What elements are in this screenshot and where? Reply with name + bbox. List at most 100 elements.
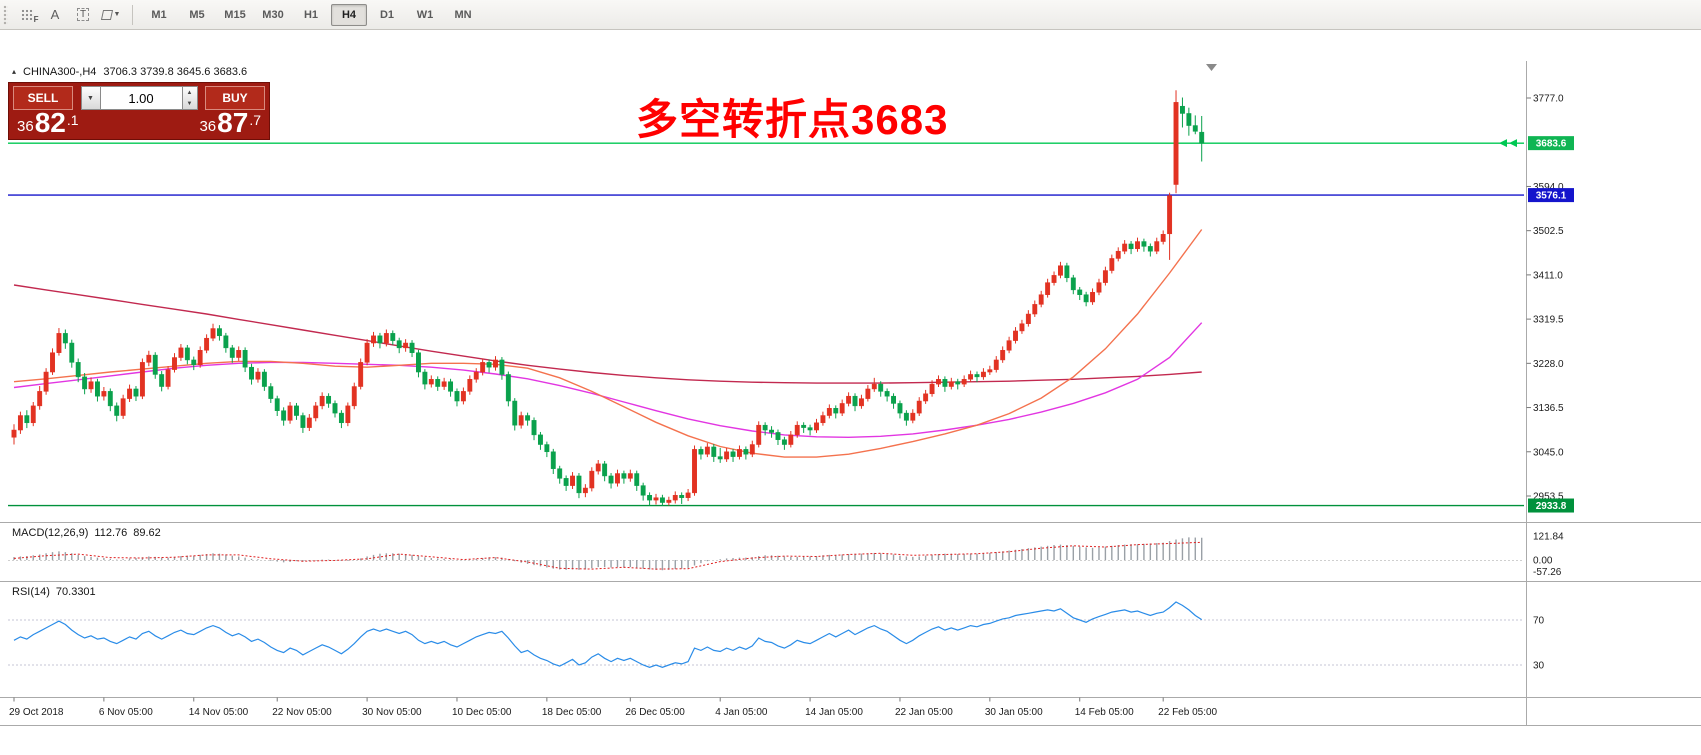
candles-layer [11,90,1205,506]
price-badge [1528,136,1574,151]
shapes-menu-button[interactable]: ▼ [98,2,124,28]
svg-text:14 Feb 05:00: 14 Feb 05:00 [1075,707,1134,718]
svg-text:-57.26: -57.26 [1533,567,1562,578]
rsi-value: 70.3301 [55,586,96,598]
macd-signal-value: 89.62 [133,527,161,539]
chart-text-annotation[interactable]: 多空转折点3683 [636,96,949,143]
sell-button[interactable]: SELL [13,86,73,110]
chart-surface[interactable]: 3777.0 3594.0 3502.5 3411.0 3319.5 3228.0 3136… [0,30,1701,755]
svg-text:0.00: 0.00 [1533,556,1553,567]
volume-input[interactable] [100,86,183,110]
sell-price-big: 82 [34,107,66,138]
trade-panel-toggle-icon[interactable]: ▴ [12,67,17,76]
text-label-glyph: T [76,8,90,21]
macd-panel [13,537,1203,571]
sell-price: 36 82.1 [17,107,79,138]
svg-text:26 Dec 05:00: 26 Dec 05:00 [625,707,685,718]
toolbar-grip[interactable] [3,4,8,25]
svg-text:10 Dec 05:00: 10 Dec 05:00 [452,707,512,718]
text-tool-label: A [50,7,60,22]
svg-text:3683.6: 3683.6 [1536,139,1567,150]
chart-canvas: 3777.0 3594.0 3502.5 3411.0 3319.5 3228.0 3136… [0,61,1701,726]
ma-slow-crimson [13,284,1202,384]
svg-text:29 Oct 2018: 29 Oct 2018 [9,707,64,718]
svg-text:3576.1: 3576.1 [1536,191,1567,202]
svg-text:30: 30 [1533,661,1545,672]
timeframe-m5[interactable]: M5 [189,8,205,21]
ohlc-values: 3706.3 3739.8 3645.6 3683.6 [103,66,248,78]
timeframe-m1[interactable]: M1 [151,8,167,21]
svg-text:4 Jan 05:00: 4 Jan 05:00 [715,707,768,718]
timeframe-group: M1 M5 M15 M30 H1 H4 D1 W1 MN [140,3,482,26]
svg-text:3502.5: 3502.5 [1533,226,1564,237]
dotted-grid-icon[interactable]: F [14,2,40,28]
svg-text:22 Feb 05:00: 22 Feb 05:00 [1158,707,1217,718]
svg-text:2933.8: 2933.8 [1536,501,1567,512]
buy-button[interactable]: BUY [205,86,265,110]
ohlc-header: ▴ CHINA300-,H4 3706.3 3739.8 3645.6 3683… [12,66,247,78]
grid-dots: F [20,9,39,24]
chart-shift-marker[interactable] [1206,64,1217,71]
svg-text:14 Jan 05:00: 14 Jan 05:00 [805,707,863,718]
shape-icon [100,9,113,20]
spin-up-icon[interactable]: ▲ [186,89,193,96]
sell-price-prefix: 36 [17,118,34,136]
svg-text:3136.5: 3136.5 [1533,403,1564,414]
timeframe-w1[interactable]: W1 [416,8,434,21]
text-tool-button[interactable]: A [42,2,68,28]
time-axis: 29 Oct 2018 6 Nov 05:00 14 Nov 05:00 22 Nov… [9,697,1218,718]
spin-down-icon[interactable]: ▼ [186,100,193,107]
ma-fast-orange [13,229,1203,458]
svg-text:121.84: 121.84 [1533,531,1564,542]
rsi-indicator-label: RSI(14) 70.3301 [12,586,96,598]
timeframe-d1[interactable]: D1 [379,8,395,21]
rsi-line [13,601,1203,668]
svg-text:22 Nov 05:00: 22 Nov 05:00 [272,707,332,718]
timeframe-mn[interactable]: MN [454,8,472,21]
timeframe-h1[interactable]: H1 [303,8,319,21]
svg-text:3777.0: 3777.0 [1533,94,1564,105]
macd-indicator-label: MACD(12,26,9) 112.76 89.62 [12,527,161,539]
chevron-down-icon: ▼ [113,11,121,18]
svg-text:2953.5: 2953.5 [1533,491,1564,502]
svg-text:30 Nov 05:00: 30 Nov 05:00 [362,707,422,718]
volume-dropdown-button[interactable]: ▼ [80,86,101,110]
macd-main-value: 112.76 [94,527,128,539]
symbol-period-label: CHINA300-,H4 [23,66,97,78]
buy-price: 36 87.7 [199,107,261,138]
svg-text:70: 70 [1533,616,1545,627]
indicator-levels [8,560,1524,666]
svg-text:3045.0: 3045.0 [1533,447,1564,458]
toolbar: F A T ▼ M1 M5 M15 M30 H1 H4 D1 W1 MN [0,0,1701,30]
svg-text:18 Dec 05:00: 18 Dec 05:00 [542,707,602,718]
ma-lines [13,229,1203,458]
timeframe-m15[interactable]: M15 [224,8,246,21]
volume-spinner[interactable]: ▲ ▼ [182,86,198,110]
svg-text:3411.0: 3411.0 [1533,270,1563,281]
grid-f-label: F [33,15,39,24]
svg-text:6 Nov 05:00: 6 Nov 05:00 [99,707,153,718]
buy-price-big: 87 [217,107,249,138]
macd-signal-line [13,541,1202,570]
timeframe-h4[interactable]: H4 [331,3,367,26]
rsi-panel [13,601,1203,668]
ma-mid-magenta [13,322,1203,439]
price-badge [1528,188,1574,203]
buy-price-frac: .7 [249,112,261,128]
price-axis: 3777.0 3594.0 3502.5 3411.0 3319.5 3228.0 3136… [1526,94,1564,672]
toolbar-separator [132,4,133,25]
svg-text:30 Jan 05:00: 30 Jan 05:00 [985,707,1043,718]
horizontal-lines[interactable] [8,139,1524,507]
timeframe-m30[interactable]: M30 [262,8,284,21]
rsi-name: RSI(14) [12,586,50,598]
text-label-tool-button[interactable]: T [70,2,96,28]
price-badges: 3683.6 3576.1 2933.8 [1528,136,1574,513]
svg-text:14 Nov 05:00: 14 Nov 05:00 [189,707,249,718]
svg-text:3228.0: 3228.0 [1533,359,1564,370]
macd-name: MACD(12,26,9) [12,527,89,539]
buy-price-prefix: 36 [199,118,217,136]
panel-separators [0,61,1701,726]
svg-text:3594.0: 3594.0 [1533,182,1564,193]
